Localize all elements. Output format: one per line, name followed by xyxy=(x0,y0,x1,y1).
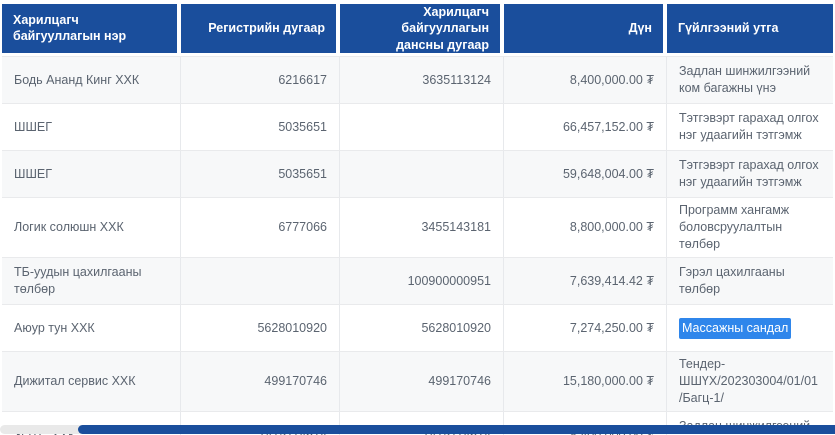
cell-desc-text: Тэтгэвэрт гарахад олгох нэг удаагийн тэт… xyxy=(679,158,819,189)
cell-amount: 8,400,000.00 ₮ xyxy=(504,57,667,103)
cell-reg: 5628010920 xyxy=(181,305,340,351)
table-row[interactable]: ШШЕГ 5035651 66,457,152.00 ₮ Тэтгэвэрт г… xyxy=(2,104,833,151)
cell-desc: Программ хангамж боловсруулалтын төлбөр xyxy=(667,198,833,257)
cell-reg: 5035651 xyxy=(181,151,340,197)
cell-name: Бодь Ананд Кинг ХХК xyxy=(2,57,181,103)
column-header-account-number: Харилцагч байгууллагын дансны дугаар xyxy=(340,4,504,53)
cell-account xyxy=(340,151,504,197)
cell-account: 3455143181 xyxy=(340,198,504,257)
horizontal-scrollbar xyxy=(0,425,835,434)
cell-reg: 6777066 xyxy=(181,198,340,257)
table-row[interactable]: Аюур тун ХХК 5628010920 5628010920 7,274… xyxy=(2,305,833,352)
cell-desc-text: Массажны сандал xyxy=(679,317,792,339)
cell-amount: 8,800,000.00 ₮ xyxy=(504,198,667,257)
cell-desc-text: Гэрэл цахилгааны төлбөр xyxy=(679,265,785,296)
table-row[interactable]: ШШЕГ 5035651 59,648,004.00 ₮ Тэтгэвэрт г… xyxy=(2,151,833,198)
table-body: Бодь Ананд Кинг ХХК 6216617 3635113124 8… xyxy=(2,56,833,435)
cell-desc: Тендер-ШШҮХ/202303004/01/01/Багц-1/ xyxy=(667,352,833,411)
cell-name: Аюур тун ХХК xyxy=(2,305,181,351)
cell-desc-text: Программ хангамж боловсруулалтын төлбөр xyxy=(679,203,790,251)
column-header-amount: Дүн xyxy=(504,4,667,53)
column-header-partner-name: Харилцагч байгууллагын нэр xyxy=(2,4,181,53)
cell-amount: 59,648,004.00 ₮ xyxy=(504,151,667,197)
cell-name: ТБ-уудын цахилгааны төлбөр xyxy=(2,258,181,304)
table-row[interactable]: Дижитал сервис ХХК 499170746 499170746 1… xyxy=(2,352,833,412)
table-row[interactable]: Логик солюшн ХХК 6777066 3455143181 8,80… xyxy=(2,198,833,258)
cell-reg: 6216617 xyxy=(181,57,340,103)
cell-amount: 15,180,000.00 ₮ xyxy=(504,352,667,411)
cell-reg: 499170746 xyxy=(181,352,340,411)
cell-desc: Задлан шинжилгээний ком багажны үнэ xyxy=(667,57,833,103)
cell-desc: Гэрэл цахилгааны төлбөр xyxy=(667,258,833,304)
cell-desc-text: Тендер-ШШҮХ/202303004/01/01/Багц-1/ xyxy=(679,357,818,405)
cell-desc: Массажны сандал xyxy=(667,305,833,351)
cell-name: Дижитал сервис ХХК xyxy=(2,352,181,411)
cell-desc-text: Задлан шинжилгээний ком багажны үнэ xyxy=(679,64,811,95)
table-header: Харилцагч байгууллагын нэр Регистрийн ду… xyxy=(2,4,833,53)
cell-account xyxy=(340,104,504,150)
cell-amount: 7,274,250.00 ₮ xyxy=(504,305,667,351)
table-row[interactable]: ТБ-уудын цахилгааны төлбөр 100900000951 … xyxy=(2,258,833,305)
cell-account: 5628010920 xyxy=(340,305,504,351)
cell-account: 3635113124 xyxy=(340,57,504,103)
cell-account: 499170746 xyxy=(340,352,504,411)
cell-desc: Тэтгэвэрт гарахад олгох нэг удаагийн тэт… xyxy=(667,104,833,150)
cell-desc: Тэтгэвэрт гарахад олгох нэг удаагийн тэт… xyxy=(667,151,833,197)
cell-amount: 66,457,152.00 ₮ xyxy=(504,104,667,150)
cell-reg xyxy=(181,258,340,304)
cell-name: ШШЕГ xyxy=(2,104,181,150)
scrollbar-thumb[interactable] xyxy=(78,425,835,434)
cell-name: Логик солюшн ХХК xyxy=(2,198,181,257)
column-header-transaction-description: Гүйлгээний утга xyxy=(667,4,833,53)
column-header-registration-number: Регистрийн дугаар xyxy=(181,4,340,53)
cell-desc-text: Тэтгэвэрт гарахад олгох нэг удаагийн тэт… xyxy=(679,111,819,142)
cell-account: 100900000951 xyxy=(340,258,504,304)
cell-name: ШШЕГ xyxy=(2,151,181,197)
cell-amount: 7,639,414.42 ₮ xyxy=(504,258,667,304)
table-row[interactable]: Бодь Ананд Кинг ХХК 6216617 3635113124 8… xyxy=(2,56,833,104)
cell-reg: 5035651 xyxy=(181,104,340,150)
